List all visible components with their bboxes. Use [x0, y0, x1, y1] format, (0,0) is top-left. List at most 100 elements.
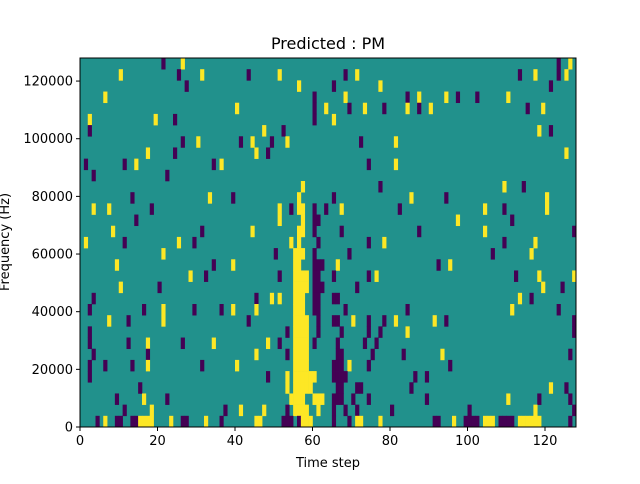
heatmap-cell-high — [114, 259, 120, 271]
heatmap-cell-low — [417, 102, 422, 115]
heatmap-cell-low — [161, 58, 166, 70]
y-tick-label: 80000 — [32, 190, 73, 205]
heatmap-cell-low — [359, 382, 364, 394]
heatmap-cell-low — [312, 248, 317, 260]
heatmap-cell-high — [304, 415, 309, 428]
heatmap-cell-low — [192, 236, 197, 249]
heatmap-cell-low — [95, 415, 100, 428]
heatmap-cell-low — [502, 415, 507, 428]
heatmap-cell-low — [122, 236, 127, 249]
heatmap-cell-high — [297, 393, 302, 405]
heatmap-cell-high — [293, 281, 298, 294]
heatmap-cell-high — [118, 281, 123, 294]
heatmap-cell-high — [149, 404, 154, 417]
heatmap-cell-low — [331, 80, 337, 92]
heatmap-cell-high — [103, 415, 108, 428]
heatmap-cell-high — [262, 404, 267, 417]
heatmap-cell-low — [316, 214, 321, 227]
heatmap-cell-low — [339, 359, 344, 372]
heatmap-cell-low — [444, 315, 449, 327]
heatmap-cell-low — [556, 58, 561, 70]
heatmap-cell-low — [312, 259, 317, 271]
heatmap-cell-low — [572, 404, 577, 417]
heatmap-cell-high — [293, 404, 298, 417]
heatmap-cell-high — [145, 415, 151, 428]
heatmap-cell-high — [300, 393, 306, 405]
heatmap-cell-high — [211, 337, 216, 350]
heatmap-cell-low — [339, 393, 344, 405]
heatmap-cell-high — [533, 69, 538, 81]
heatmap-cell-low — [331, 393, 337, 405]
heatmap-cell-low — [409, 382, 414, 394]
heatmap-cell-low — [335, 315, 340, 327]
heatmap-cell-high — [529, 248, 534, 260]
heatmap-cell-low — [355, 404, 360, 417]
heatmap-cell-high — [293, 337, 298, 350]
heatmap-cell-high — [393, 315, 399, 327]
heatmap-cell-low — [320, 259, 325, 271]
heatmap-cell-low — [266, 371, 271, 383]
heatmap-cell-low — [359, 136, 364, 148]
heatmap-cell-low — [331, 404, 337, 417]
heatmap-cell-high — [320, 393, 325, 405]
heatmap-cell-high — [300, 214, 306, 227]
heatmap-cell-low — [134, 214, 139, 227]
heatmap-cell-high — [393, 158, 399, 171]
heatmap-cell-high — [405, 326, 410, 338]
heatmap-cell-low — [335, 292, 340, 305]
heatmap-cell-low — [366, 393, 371, 405]
heatmap-cell-low — [378, 326, 383, 338]
x-tick-label: 20 — [149, 434, 166, 449]
heatmap-cell-low — [246, 315, 251, 327]
heatmap-cell-low — [366, 359, 371, 372]
heatmap-cell-high — [235, 359, 240, 372]
heatmap-cell-high — [289, 393, 294, 405]
heatmap-cell-high — [254, 304, 259, 316]
heatmap-cell-low — [568, 393, 573, 405]
heatmap-cell-high — [297, 315, 302, 327]
heatmap-cell-low — [87, 304, 92, 316]
heatmap-cell-low — [320, 281, 325, 294]
heatmap-cell-low — [285, 404, 290, 417]
heatmap-cell-low — [219, 415, 224, 428]
heatmap-cell-high — [483, 203, 488, 215]
heatmap-cell-low — [173, 113, 178, 126]
heatmap-cell-low — [83, 158, 89, 171]
heatmap-cell-high — [486, 415, 492, 428]
heatmap-cell-low — [192, 304, 197, 316]
heatmap-cell-low — [490, 248, 495, 260]
heatmap-cell-high — [533, 236, 538, 249]
y-tick-label: 120000 — [23, 75, 73, 90]
heatmap-cell-low — [351, 393, 356, 405]
heatmap-cell-low — [331, 192, 337, 204]
heatmap-cell-low — [339, 382, 344, 394]
heatmap-cell-low — [312, 304, 317, 316]
heatmap-cell-high — [452, 415, 457, 428]
heatmap-cell-low — [91, 348, 96, 361]
heatmap-cell-low — [444, 192, 449, 204]
heatmap-cell-high — [525, 415, 530, 428]
heatmap-cell-low — [572, 326, 577, 338]
heatmap-cell-high — [304, 315, 309, 327]
heatmap-cell-low — [316, 304, 321, 316]
heatmap-cell-low — [405, 91, 410, 104]
y-tick-label: 40000 — [32, 305, 73, 320]
heatmap-cell-low — [335, 348, 340, 361]
heatmap-cell-high — [533, 404, 538, 417]
heatmap-cell-high — [138, 415, 143, 428]
heatmap-cell-low — [312, 203, 317, 215]
heatmap-cell-high — [378, 80, 383, 92]
heatmap-cell-high — [502, 181, 507, 193]
heatmap-cell-low — [130, 415, 135, 428]
heatmap-cell-low — [355, 281, 360, 294]
heatmap-cell-low — [564, 382, 569, 394]
heatmap-cell-high — [254, 348, 259, 361]
heatmap-cell-high — [297, 371, 302, 383]
x-tick-label: 40 — [227, 434, 244, 449]
heatmap-cell-high — [568, 58, 573, 70]
heatmap-cell-low — [436, 415, 441, 428]
heatmap-cell-high — [541, 102, 546, 115]
heatmap-cell-high — [297, 326, 302, 338]
heatmap-cell-high — [300, 315, 306, 327]
heatmap-cell-low — [390, 404, 395, 417]
